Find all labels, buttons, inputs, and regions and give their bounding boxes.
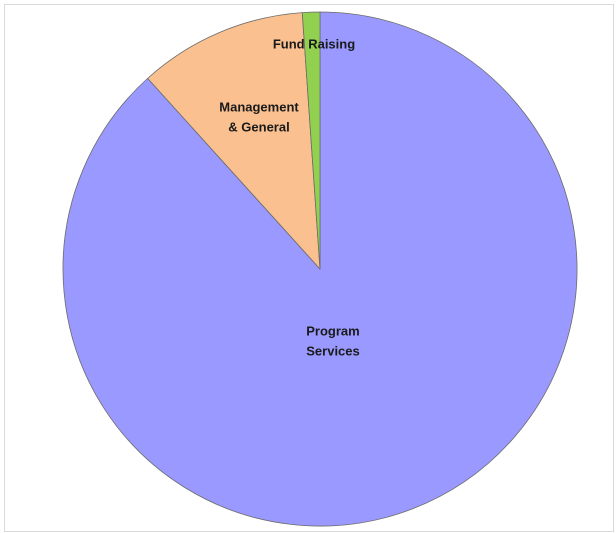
pie-label-program-services-line-1: Program bbox=[306, 323, 359, 338]
pie-slice-fund-raising bbox=[301, 11, 321, 270]
pie-labels: Program Services Management & General Fund R… bbox=[219, 36, 359, 358]
pie-label-management-general-line-1: Management bbox=[219, 99, 299, 114]
pie-label-management-general-line-2: & General bbox=[228, 119, 289, 134]
pie-label-program-services-line-2: Services bbox=[306, 343, 360, 358]
pie-slices bbox=[62, 11, 578, 527]
pie-slice-program-services bbox=[62, 11, 578, 527]
pie-label-fund-raising-line-1: Fund Raising bbox=[273, 36, 355, 51]
pie-slice-management-general bbox=[147, 12, 321, 270]
